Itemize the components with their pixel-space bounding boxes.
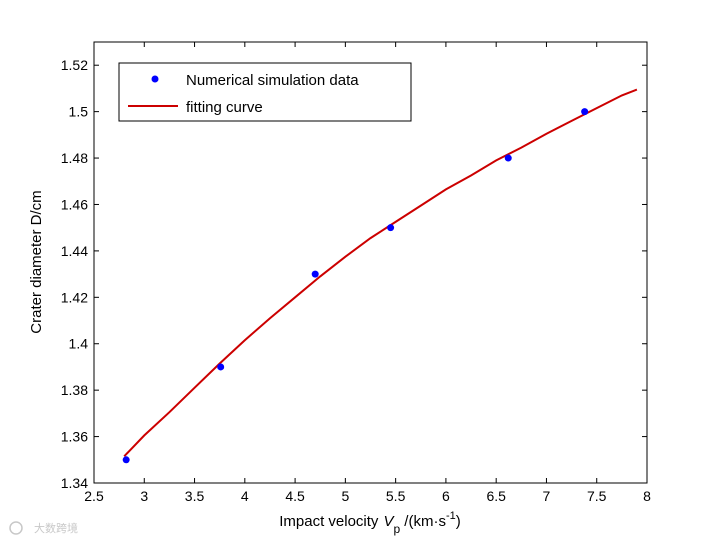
- legend-marker-scatter: [151, 75, 159, 83]
- x-tick-label: 6: [442, 488, 450, 504]
- watermark-logo-icon: [9, 521, 23, 535]
- x-tick-label: 4.5: [285, 488, 305, 504]
- x-axis-title-var: V: [383, 513, 395, 530]
- plot-series: [122, 88, 638, 464]
- y-tick-label: 1.48: [61, 150, 88, 166]
- y-tick-label: 1.38: [61, 382, 88, 398]
- x-tick-label: 6.5: [486, 488, 506, 504]
- legend-box: [118, 62, 412, 122]
- y-axis: 1.34 1.36 1.38 1.4 1.42 1.44 1.46 1.48 1.5 1.52: [61, 57, 647, 491]
- x-tick-label: 4: [241, 488, 249, 504]
- x-tick-label: 3.5: [185, 488, 205, 504]
- y-tick-label: 1.46: [61, 196, 88, 212]
- x-tick-label: 7.5: [587, 488, 607, 504]
- x-tick-label: 8: [643, 488, 651, 504]
- legend-label-fitting: fitting curve: [186, 99, 263, 116]
- x-tick-label: 7: [543, 488, 551, 504]
- y-tick-label: 1.34: [61, 475, 88, 491]
- x-tick-label: 3: [140, 488, 148, 504]
- x-tick-label: 5.5: [386, 488, 406, 504]
- x-tick-label: 2.5: [84, 488, 104, 504]
- y-axis-title: Crater diameter D/cm: [28, 190, 45, 333]
- y-tick-label: 1.5: [69, 104, 89, 120]
- legend: Numerical simulation data fitting curve: [118, 62, 412, 122]
- y-tick-label: 1.42: [61, 289, 88, 305]
- x-axis: 2.5 3 3.5 4 4.5 5 5.5 6 6.5 7 7.5 8: [84, 42, 651, 504]
- y-tick-label: 1.52: [61, 57, 88, 73]
- data-point: [217, 363, 225, 371]
- data-point: [504, 154, 512, 162]
- x-axis-title-text: Impact velocity: [279, 513, 379, 530]
- data-point: [122, 456, 130, 464]
- y-tick-label: 1.44: [61, 243, 88, 259]
- fitting-curve-line: [123, 88, 638, 457]
- x-axis-title: Impact velocity Vp /(km·s-1): [279, 510, 461, 536]
- data-point: [581, 108, 589, 116]
- x-axis-title-sub: p: [393, 522, 400, 536]
- watermark-text: 大数跨境: [34, 521, 78, 535]
- y-tick-label: 1.4: [69, 336, 89, 352]
- watermark: 大数跨境: [9, 521, 78, 535]
- data-point: [311, 270, 319, 278]
- legend-label-simulation: Numerical simulation data: [186, 72, 359, 89]
- x-axis-title-sup: -1: [446, 510, 456, 522]
- x-tick-label: 5: [341, 488, 349, 504]
- x-axis-title-unit: /(km·s: [400, 513, 446, 530]
- data-point: [387, 224, 395, 232]
- y-tick-label: 1.36: [61, 429, 88, 445]
- x-axis-title-close: ): [456, 513, 461, 530]
